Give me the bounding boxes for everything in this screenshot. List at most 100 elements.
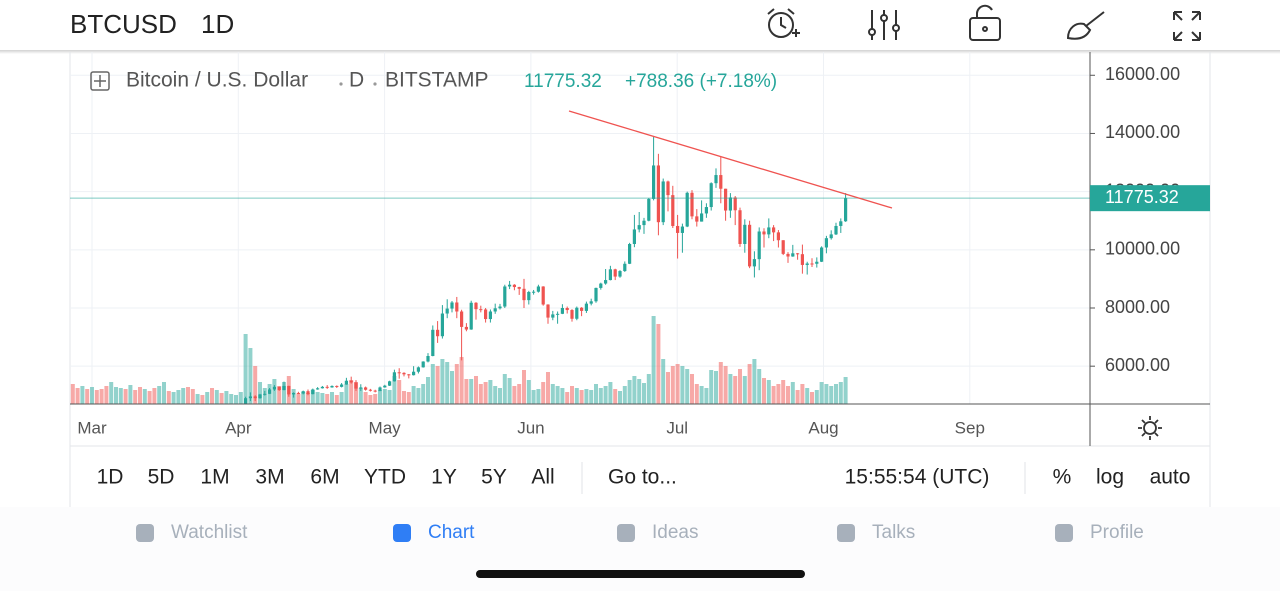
volume-bar — [776, 384, 781, 404]
volume-bar — [334, 395, 339, 404]
volume-bar — [699, 386, 704, 404]
candle-body — [829, 234, 833, 239]
range-button[interactable]: 1M — [200, 466, 229, 489]
candle-body — [584, 303, 588, 311]
log-toggle[interactable]: log — [1096, 466, 1124, 489]
candle-body — [402, 372, 406, 375]
candle-body — [296, 392, 300, 394]
volume-bar — [354, 382, 358, 404]
settings-icon[interactable] — [868, 10, 900, 40]
tab-icon[interactable] — [393, 524, 411, 542]
interval[interactable]: 1D — [201, 9, 234, 39]
volume-bar — [181, 388, 186, 404]
lock-icon[interactable] — [969, 4, 1001, 41]
candle-body — [378, 387, 382, 391]
candle-body — [416, 367, 420, 372]
tab-icon[interactable] — [1055, 524, 1073, 542]
volume-bar — [85, 389, 90, 404]
candle-body — [752, 259, 756, 267]
expand-legend-icon[interactable] — [90, 71, 110, 91]
volume-bar — [320, 393, 325, 404]
x-tick-label: Jul — [666, 418, 688, 437]
quote-price: 11775.32 — [524, 71, 602, 92]
auto-toggle[interactable]: auto — [1150, 466, 1191, 489]
instrument-name: Bitcoin / U.S. Dollar — [126, 69, 308, 92]
volume-bar — [392, 376, 397, 404]
percent-toggle[interactable]: % — [1053, 466, 1072, 489]
candle-body — [263, 393, 267, 395]
volume-bar — [666, 372, 670, 404]
fullscreen-icon[interactable] — [1173, 11, 1201, 41]
x-tick-label: Mar — [77, 418, 107, 437]
volume-bar — [766, 380, 771, 404]
candle-body — [469, 302, 473, 330]
volume-bar — [536, 389, 541, 404]
trend-line[interactable] — [568, 110, 893, 209]
clock: 15:55:54 (UTC) — [845, 466, 990, 489]
volume-bar — [277, 386, 282, 404]
volume-bar — [522, 370, 526, 404]
volume-bar — [258, 382, 262, 404]
volume-bar — [406, 392, 411, 404]
candle-body — [407, 374, 411, 376]
volume-bar — [608, 382, 613, 404]
candle-body — [608, 269, 612, 281]
range-button[interactable]: 5Y — [481, 466, 507, 489]
range-button[interactable]: YTD — [364, 466, 406, 489]
candle-body — [306, 391, 310, 395]
tab-bar — [0, 507, 1280, 591]
candle-body — [282, 385, 286, 391]
volume-bar — [690, 374, 694, 404]
tab-icon[interactable] — [136, 524, 154, 542]
tab-label[interactable]: Profile — [1090, 522, 1144, 543]
volume-bar — [685, 369, 690, 404]
volume-bar — [80, 386, 85, 404]
range-button[interactable]: 6M — [310, 466, 339, 489]
chart-settings-icon[interactable] — [1138, 416, 1162, 440]
volume-bar — [603, 386, 608, 404]
volume-bar — [762, 378, 766, 404]
candle-body — [666, 181, 670, 196]
candle-body — [704, 207, 708, 214]
volume-bar — [75, 388, 80, 404]
range-button[interactable]: 1D — [97, 466, 124, 489]
volume-bar — [147, 391, 152, 404]
alert-icon[interactable] — [767, 8, 800, 38]
volume-bar — [162, 382, 166, 404]
range-button[interactable]: All — [531, 466, 554, 489]
candle-body — [344, 380, 348, 385]
separator-dot — [373, 82, 377, 86]
range-button[interactable]: 1Y — [431, 466, 457, 489]
range-button[interactable]: 3M — [255, 466, 284, 489]
tab-label[interactable]: Ideas — [652, 522, 698, 543]
candle-body — [445, 308, 449, 314]
drawing-icon[interactable] — [1066, 11, 1105, 40]
tab-icon[interactable] — [617, 524, 635, 542]
volume-bar — [718, 362, 723, 404]
candle-body — [287, 385, 291, 395]
tab-label[interactable]: Talks — [872, 522, 915, 543]
candle-body — [695, 216, 699, 222]
volume-bar — [114, 387, 118, 404]
y-tick-label: 14000.00 — [1105, 122, 1180, 142]
range-button[interactable]: 5D — [148, 466, 175, 489]
tab-label[interactable]: Watchlist — [171, 522, 248, 543]
candle-body — [676, 225, 680, 233]
candle-body — [824, 238, 828, 248]
tab-icon[interactable] — [837, 524, 855, 542]
volume-bar — [498, 388, 502, 404]
candle-body — [311, 389, 315, 395]
tab-label[interactable]: Chart — [428, 522, 475, 543]
volume-bar — [306, 393, 310, 404]
symbol[interactable]: BTCUSD — [70, 9, 177, 39]
volume-bar — [190, 389, 195, 404]
volume-bar — [262, 388, 267, 404]
volume-bar — [646, 374, 651, 404]
goto-button[interactable]: Go to... — [608, 466, 677, 489]
volume-bar — [632, 376, 637, 404]
volume-bar — [349, 380, 354, 404]
candle-body — [536, 286, 540, 292]
separator-dot — [339, 82, 343, 86]
volume-bar — [200, 395, 205, 404]
